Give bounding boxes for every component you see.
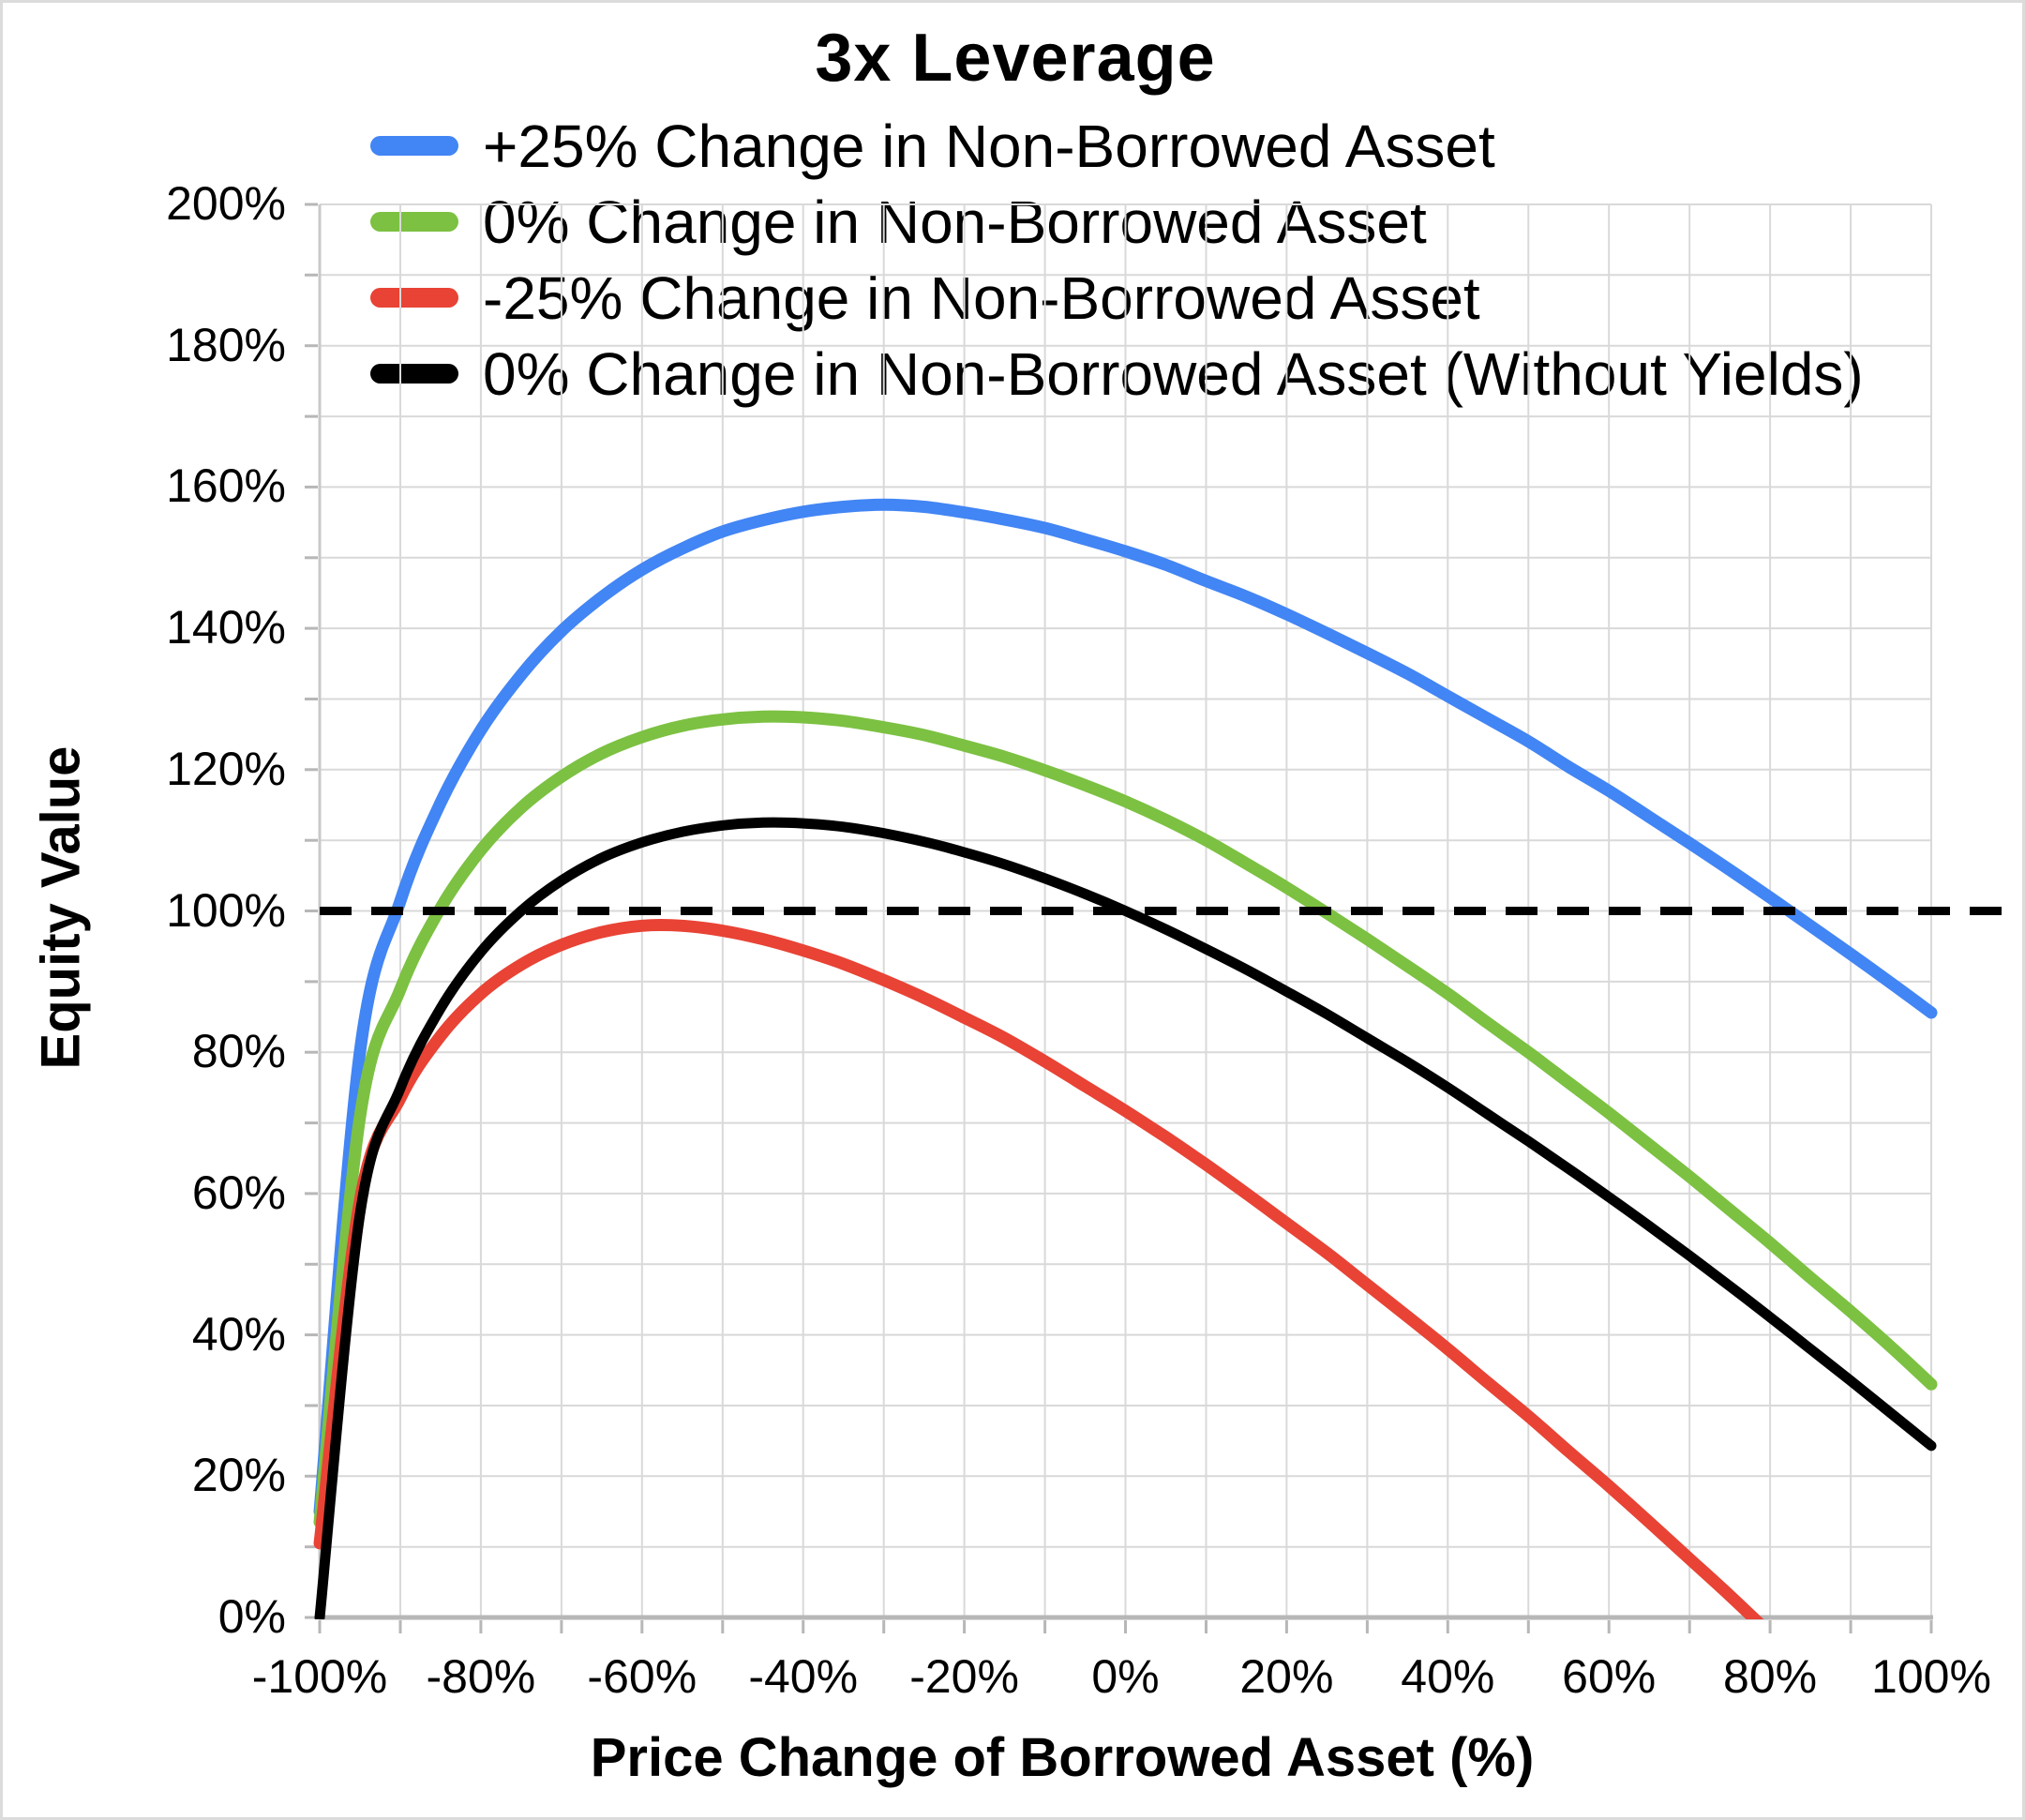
legend-item: 0% Change in Non-Borrowed Asset [370, 184, 1864, 260]
y-tick-label: 80% [191, 1025, 286, 1078]
x-axis-title: Price Change of Borrowed Asset (%) [590, 1727, 1535, 1788]
legend-swatch-red-icon [370, 288, 458, 308]
y-tick-label: 100% [166, 883, 286, 937]
x-tick-label: 40% [1401, 1650, 1495, 1703]
y-tick-label: 120% [166, 742, 286, 795]
y-axis-title: Equity Value [30, 745, 92, 1070]
legend-swatch-blue-icon [370, 136, 458, 156]
plot-area [305, 203, 2017, 1633]
y-tick-label: 140% [166, 600, 286, 654]
y-tick-label: 160% [166, 459, 286, 513]
x-tick-label: 100% [1871, 1650, 1991, 1703]
legend-label: +25% Change in Non-Borrowed Asset [483, 112, 1495, 180]
x-tick-label: 0% [1091, 1650, 1160, 1703]
series-line-1 [313, 710, 1938, 1528]
x-tick-label: -40% [748, 1650, 859, 1703]
x-tick-label: -100% [251, 1650, 388, 1703]
legend-swatch-green-icon [370, 212, 458, 232]
x-tick-label: 20% [1239, 1650, 1334, 1703]
series-line-0 [313, 498, 1938, 1518]
series-line-3 [314, 817, 1937, 1619]
y-tick-label: 180% [166, 318, 286, 371]
y-tick-label: 40% [191, 1307, 286, 1361]
series-lines [313, 498, 1938, 1619]
gridlines [319, 203, 1932, 1617]
x-tick-label: 60% [1562, 1650, 1657, 1703]
legend: +25% Change in Non-Borrowed Asset 0% Cha… [370, 108, 1864, 412]
y-tick-label: 200% [166, 176, 286, 230]
legend-item: +25% Change in Non-Borrowed Asset [370, 108, 1864, 184]
tick-marks [305, 203, 1933, 1633]
x-tick-label: -60% [587, 1650, 698, 1703]
x-tick-label: -80% [426, 1650, 536, 1703]
y-tick-label: 0% [218, 1589, 286, 1643]
x-tick-label: 80% [1723, 1650, 1818, 1703]
y-tick-label: 60% [191, 1166, 286, 1219]
y-tick-label: 20% [191, 1449, 286, 1502]
chart-title: 3x Leverage [815, 21, 1216, 96]
legend-label: 0% Change in Non-Borrowed Asset (Without… [483, 339, 1864, 408]
x-tick-label: -20% [909, 1650, 1019, 1703]
legend-label: 0% Change in Non-Borrowed Asset [483, 188, 1427, 256]
series-line-2 [313, 919, 1764, 1619]
legend-swatch-black-icon [370, 364, 458, 384]
legend-item: 0% Change in Non-Borrowed Asset (Without… [370, 336, 1864, 412]
